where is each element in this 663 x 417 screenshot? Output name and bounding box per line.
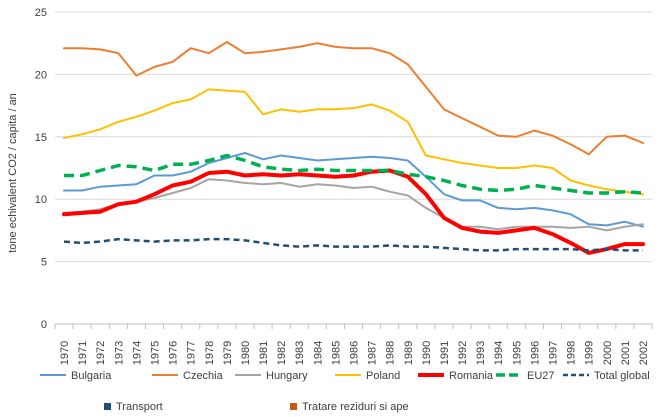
series-line-romania [62, 168, 645, 255]
x-tick-label: 1993 [475, 341, 487, 365]
legend-swatch-tratare-reziduri-si-ape [290, 403, 297, 410]
x-tick-label: 1981 [258, 341, 270, 365]
x-tick-label: 1990 [421, 341, 433, 365]
series-line-czechia [63, 41, 644, 156]
x-tick-label: 1998 [566, 341, 578, 365]
x-tick-label: 1987 [367, 341, 379, 365]
x-tick-label: 1974 [131, 341, 143, 365]
legend-label-bulgaria: Bulgaria [71, 370, 112, 382]
x-tick-label: 1972 [95, 341, 107, 365]
x-tick-label: 1988 [385, 341, 397, 365]
legend-label-total-global: Total global [594, 370, 650, 382]
x-tick-label: 1976 [168, 341, 180, 365]
x-tick-label: 1989 [403, 341, 415, 365]
x-tick-label: 1973 [113, 341, 125, 365]
x-tick-label: 1992 [457, 341, 469, 365]
x-tick-label: 1975 [150, 341, 162, 365]
legend-label-poland: Poland [366, 370, 400, 382]
x-tick-label: 2000 [602, 341, 614, 365]
series-line-eu27 [64, 153, 644, 195]
x-tick-label: 1994 [493, 341, 505, 365]
x-tick-label: 1984 [312, 341, 324, 365]
y-tick-label: 15 [35, 132, 47, 144]
x-tick-label: 1997 [548, 341, 560, 365]
x-tick-label: 2001 [620, 341, 632, 365]
series-line-total-global [63, 237, 643, 252]
x-tick-label: 1999 [584, 341, 596, 365]
legend-label-hungary: Hungary [266, 370, 308, 382]
x-tick-label: 1979 [222, 341, 234, 365]
legend-label-czechia: Czechia [183, 370, 224, 382]
x-tick-label: 1995 [511, 341, 523, 365]
x-tick-label: 1971 [77, 341, 89, 365]
axis-layer: 0 5 10 15 20 25 1970 1971 1972 1973 1974 1975 1976 19… [35, 7, 653, 365]
legend-swatch-transport [104, 403, 111, 410]
x-tick-label: 1980 [240, 341, 252, 365]
legend-label-transport: Transport [116, 401, 163, 413]
y-tick-label: 5 [41, 257, 47, 269]
x-tick-label: 1991 [439, 341, 451, 365]
legend-label-romania: Romania [449, 370, 494, 382]
x-tick-label: 2002 [638, 341, 650, 365]
series-layer [62, 41, 645, 255]
legend: Bulgaria Czechia Hungary Poland Romania EU27 T… [40, 370, 650, 413]
grid-layer [55, 11, 652, 263]
x-tick-label: 1978 [204, 341, 216, 365]
y-axis-title: tone echivalent CO2 / capita / an [7, 93, 19, 253]
x-tick-label: 1970 [59, 341, 71, 365]
x-tick-label: 1982 [276, 341, 288, 365]
legend-label-eu27: EU27 [527, 370, 555, 382]
y-tick-label: 25 [35, 7, 47, 19]
y-tick-label: 0 [41, 319, 47, 331]
y-tick-label: 20 [35, 69, 47, 81]
legend-label-tratare-reziduri-si-ape: Tratare reziduri si ape [302, 401, 409, 413]
series-line-bulgaria [63, 152, 644, 228]
y-tick-label: 10 [35, 194, 47, 206]
x-tick-label: 1985 [330, 341, 342, 365]
x-tick-label: 1996 [529, 341, 541, 365]
series-line-poland [63, 88, 644, 196]
x-tick-label: 1983 [294, 341, 306, 365]
x-tick-label: 1986 [349, 341, 361, 365]
series-line-hungary [63, 178, 644, 232]
x-tick-label: 1977 [186, 341, 198, 365]
